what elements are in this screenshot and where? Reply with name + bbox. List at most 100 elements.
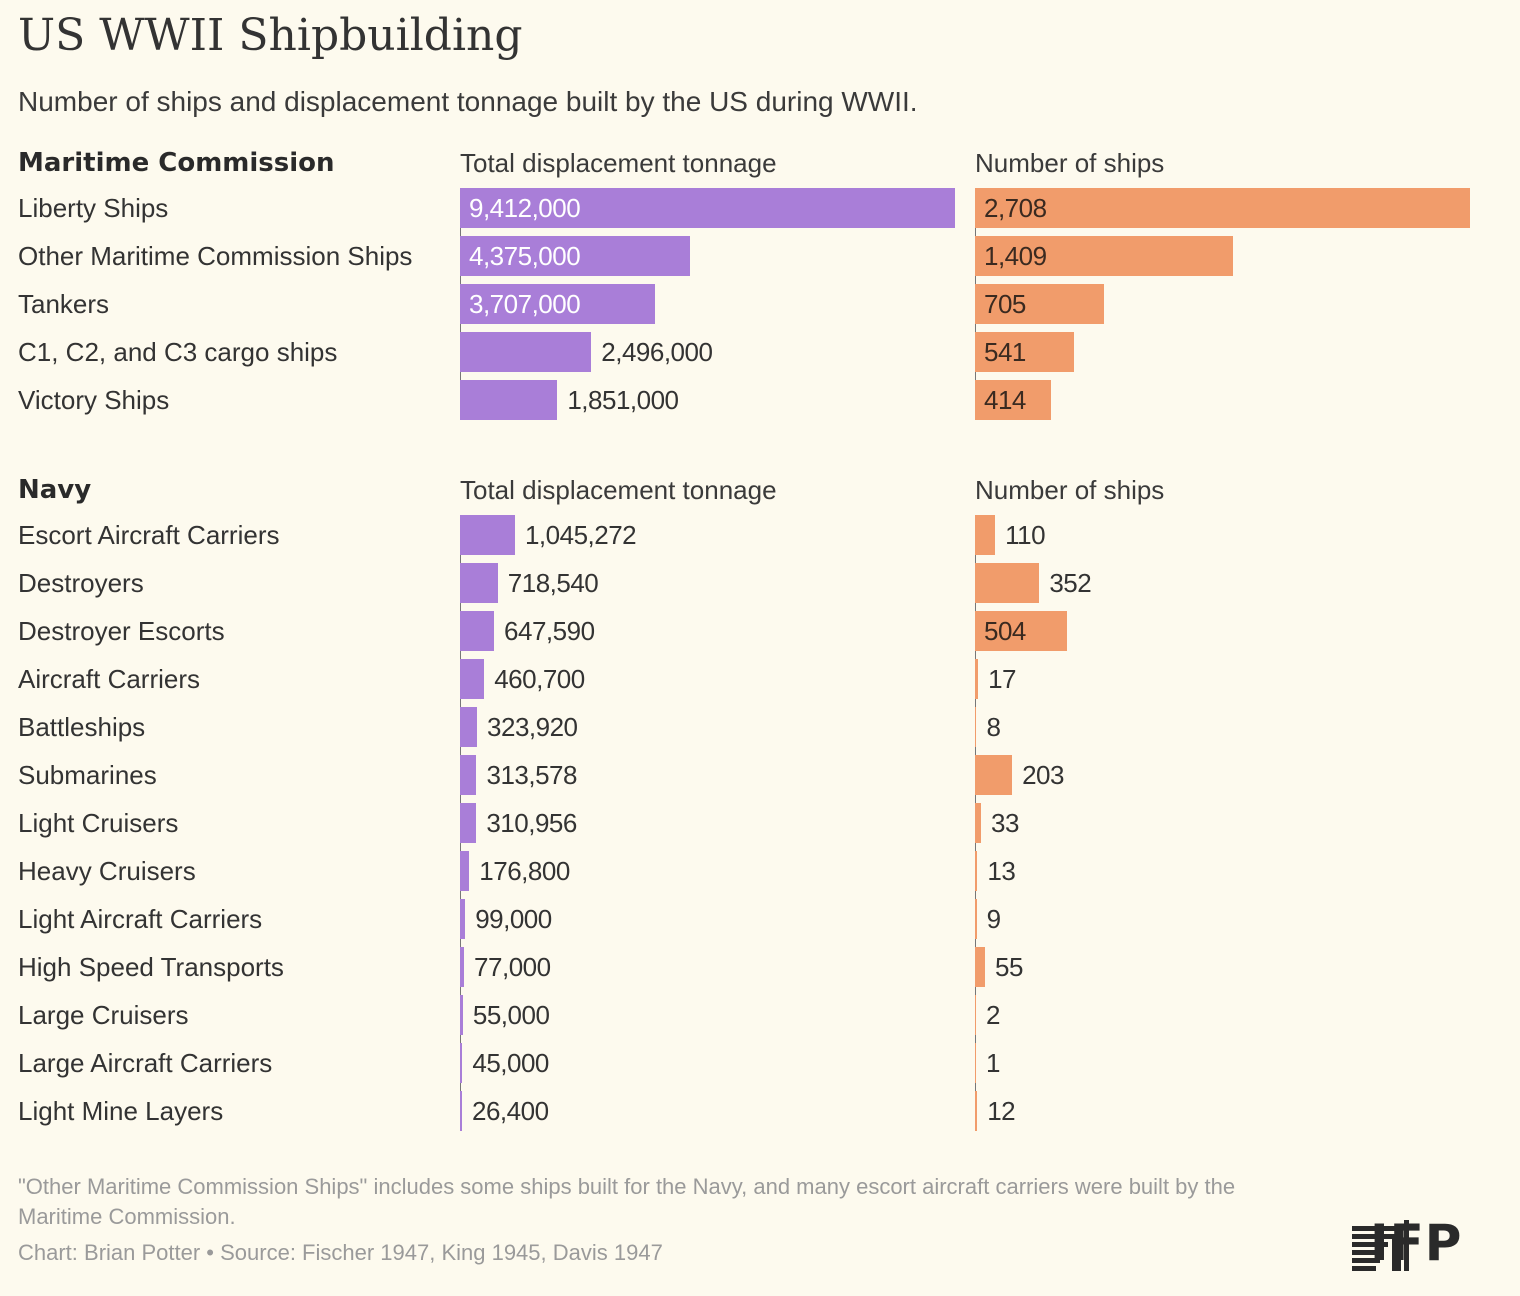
navy-tonnage-bar	[460, 659, 485, 699]
maritime-ships-bar	[975, 380, 1051, 420]
maritime-row-label: Other Maritime Commission Ships	[18, 241, 413, 271]
navy-row-label: Large Aircraft Carriers	[18, 1048, 273, 1078]
maritime-ships-value: 541	[984, 337, 1026, 367]
navy-row-label: Destroyer Escorts	[18, 616, 225, 646]
navy-row-label: Light Mine Layers	[18, 1096, 224, 1126]
navy-section-title: Navy	[18, 475, 92, 505]
chart-subtitle: Number of ships and displacement tonnage…	[18, 86, 918, 117]
maritime-tonnage-header: Total displacement tonnage	[460, 148, 777, 178]
navy-ships-value: 2	[986, 1000, 1000, 1030]
navy-tonnage-value: 99,000	[475, 904, 552, 934]
navy-ships-value: 33	[991, 808, 1019, 838]
maritime-row-label: C1, C2, and C3 cargo ships	[18, 337, 338, 367]
navy-tonnage-value: 313,578	[486, 760, 577, 790]
navy-tonnage-bar	[460, 563, 498, 603]
navy-ships-header: Number of ships	[975, 475, 1165, 505]
navy-tonnage-bar	[460, 899, 466, 939]
navy-row-label: Light Aircraft Carriers	[18, 904, 263, 934]
navy-ships-value: 9	[986, 904, 1001, 934]
navy-ships-value: 17	[988, 664, 1017, 694]
navy-tonnage-value: 718,540	[507, 568, 599, 598]
maritime-tonnage-value: 2,496,000	[601, 337, 713, 367]
navy-row-label: Destroyers	[18, 568, 144, 598]
navy-ships-value: 13	[987, 856, 1016, 886]
maritime-tonnage-value: 9,412,000	[469, 193, 581, 223]
navy-tonnage-bar	[460, 851, 470, 891]
navy-ships-bar	[975, 755, 1013, 795]
navy-tonnage-bar	[460, 1091, 462, 1131]
navy-ships-value: 504	[984, 616, 1026, 646]
maritime-row-label: Liberty Ships	[18, 193, 169, 223]
maritime-row-label: Tankers	[18, 289, 110, 319]
maritime-section-title: Maritime Commission	[18, 148, 335, 178]
navy-ships-bar	[975, 707, 977, 747]
navy-row-label: Heavy Cruisers	[18, 856, 196, 886]
navy-tonnage-value: 647,590	[504, 616, 595, 646]
navy-ships-value: 12	[987, 1096, 1016, 1126]
logo-text: IFP	[1370, 1214, 1463, 1272]
maritime-ships-value: 1,409	[984, 241, 1047, 271]
maritime-tonnage-bar	[460, 188, 955, 228]
maritime-ships-bar	[975, 188, 1470, 228]
navy-ships-bar	[975, 1043, 976, 1083]
source-credit: Chart: Brian Potter • Source: Fischer 19…	[18, 1240, 663, 1265]
navy-tonnage-bar	[460, 707, 478, 747]
navy-tonnage-bar	[460, 515, 515, 555]
navy-row-label: High Speed Transports	[18, 952, 284, 982]
navy-tonnage-value: 55,000	[472, 1000, 550, 1030]
maritime-ships-bar	[975, 284, 1104, 324]
navy-ships-value: 8	[986, 712, 1001, 742]
navy-row-label: Escort Aircraft Carriers	[18, 520, 280, 550]
navy-tonnage-value: 77,000	[474, 952, 551, 982]
navy-ships-bar	[975, 803, 982, 843]
navy-ships-bar	[975, 947, 986, 987]
navy-tonnage-header: Total displacement tonnage	[460, 475, 777, 505]
maritime-ships-bar	[975, 236, 1233, 276]
navy-tonnage-bar	[460, 803, 477, 843]
navy-ships-value: 110	[1005, 520, 1046, 550]
navy-tonnage-value: 310,956	[486, 808, 577, 838]
navy-tonnage-value: 26,400	[472, 1096, 549, 1126]
navy-tonnage-value: 460,700	[494, 664, 585, 694]
maritime-ships-bar	[975, 332, 1074, 372]
navy-row-label: Aircraft Carriers	[18, 664, 201, 694]
ifp-logo-icon	[1352, 1220, 1409, 1271]
navy-tonnage-bar	[460, 611, 495, 651]
maritime-ships-header: Number of ships	[975, 148, 1165, 178]
navy-tonnage-bar	[460, 947, 465, 987]
navy-ships-bar	[975, 563, 1040, 603]
maritime-tonnage-bar	[460, 332, 592, 372]
navy-tonnage-bar	[460, 1043, 463, 1083]
navy-row-label: Battleships	[18, 712, 146, 742]
navy-ships-bar	[975, 515, 996, 555]
maritime-tonnage-value: 3,707,000	[469, 289, 581, 319]
footnote: "Other Maritime Commission Ships" includ…	[18, 1174, 1236, 1229]
navy-ships-bar	[975, 659, 979, 699]
navy-row-label: Submarines	[18, 760, 157, 790]
navy-tonnage-bar	[460, 995, 463, 1035]
navy-tonnage-value: 176,800	[479, 856, 570, 886]
chart-title: US WWII Shipbuilding	[18, 10, 523, 61]
navy-row-label: Light Cruisers	[18, 808, 179, 838]
navy-ships-bar	[975, 611, 1068, 651]
navy-tonnage-value: 45,000	[472, 1048, 549, 1078]
navy-ships-bar	[975, 1091, 978, 1131]
navy-ships-value: 203	[1022, 760, 1064, 790]
navy-tonnage-bar	[460, 755, 477, 795]
maritime-ships-value: 2,708	[984, 193, 1047, 223]
maritime-tonnage-value: 1,851,000	[567, 385, 679, 415]
maritime-ships-value: 414	[984, 385, 1026, 415]
maritime-tonnage-bar	[460, 236, 691, 276]
navy-ships-bar	[975, 899, 977, 939]
maritime-tonnage-value: 4,375,000	[469, 241, 581, 271]
navy-tonnage-value: 323,920	[487, 712, 578, 742]
navy-ships-value: 352	[1049, 568, 1092, 598]
maritime-tonnage-bar	[460, 284, 655, 324]
navy-ships-value: 55	[995, 952, 1023, 982]
maritime-ships-value: 705	[984, 289, 1026, 319]
navy-row-label: Large Cruisers	[18, 1000, 189, 1030]
navy-ships-value: 1	[986, 1048, 1000, 1078]
maritime-tonnage-bar	[460, 380, 558, 420]
navy-ships-bar	[975, 995, 976, 1035]
navy-ships-bar	[975, 851, 978, 891]
